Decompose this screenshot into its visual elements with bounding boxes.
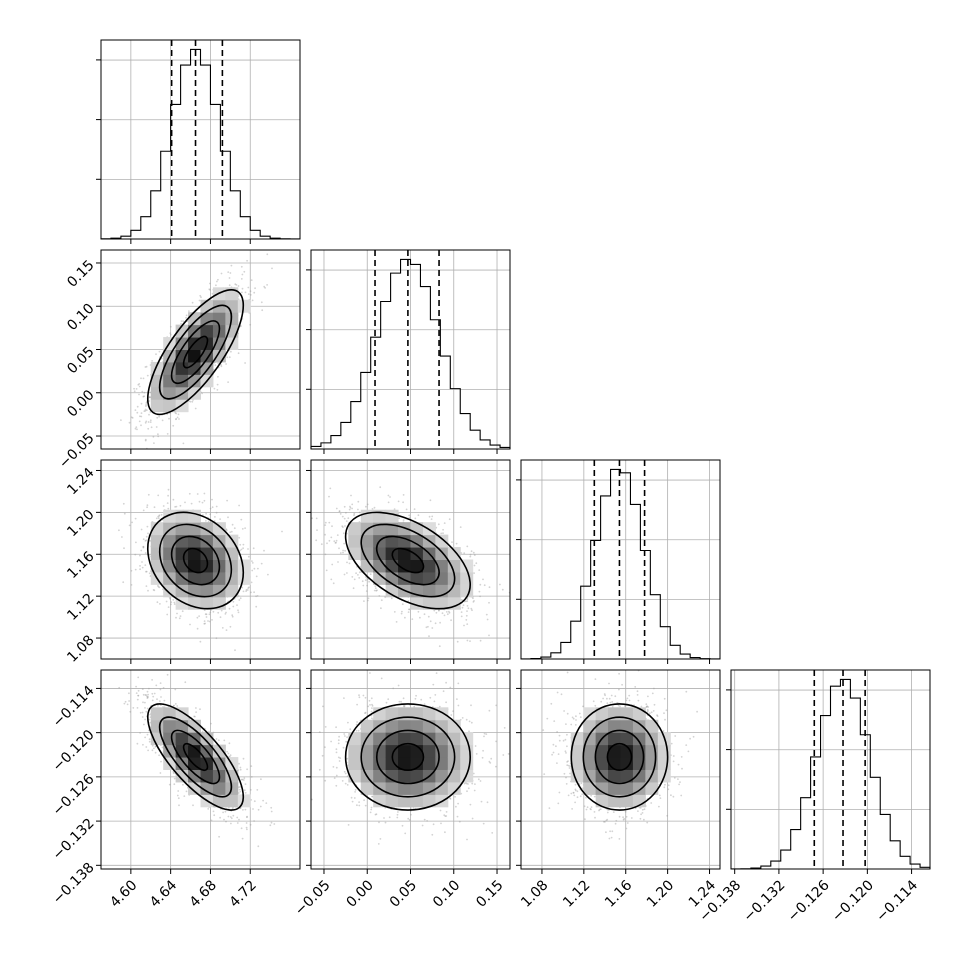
ytick-label-3-0: −0.138 bbox=[50, 860, 98, 908]
contour-3-1-2 bbox=[360, 716, 456, 798]
contour-3-2-3 bbox=[570, 703, 669, 811]
ytick-label-1-2: 0.05 bbox=[64, 344, 97, 377]
contour-3-0-0 bbox=[182, 742, 209, 772]
xtick-label-3-2: −0.126 bbox=[785, 877, 833, 925]
contour-2-1-0 bbox=[391, 547, 425, 574]
contour-3-0-3 bbox=[146, 703, 245, 811]
xtick-label-1-0: −0.05 bbox=[292, 877, 334, 919]
ytick-label-1-1: 0.00 bbox=[64, 387, 97, 420]
panel-1-0: −0.05 0.00 0.05 0.10 0.15 bbox=[56, 249, 301, 472]
contour-3-0-2 bbox=[158, 716, 233, 798]
ytick-label-2-1: 1.12 bbox=[64, 591, 97, 624]
panel-frame-3-2 bbox=[520, 669, 721, 870]
panel-frame-1-1 bbox=[310, 249, 511, 450]
panel-content-1-0 bbox=[101, 250, 300, 449]
xtick-label-2-3: 1.20 bbox=[644, 877, 677, 910]
ytick-label-1-0: −0.05 bbox=[56, 430, 98, 472]
xtick-label-0-1: 4.64 bbox=[147, 877, 180, 910]
xtick-label-3-3: −0.120 bbox=[829, 877, 877, 925]
contour-1-0-1 bbox=[170, 320, 221, 385]
xtick-label-2-2: 1.16 bbox=[602, 877, 635, 910]
ytick-label-2-0: 1.08 bbox=[64, 632, 97, 665]
panel-1-1 bbox=[306, 249, 511, 454]
panel-frame-3-0 bbox=[100, 669, 301, 870]
contour-3-2-2 bbox=[582, 716, 657, 798]
histogram-3 bbox=[730, 678, 931, 870]
contour-3-1-1 bbox=[375, 729, 440, 785]
xtick-label-0-2: 4.68 bbox=[187, 877, 220, 910]
panel-2-1 bbox=[306, 459, 511, 664]
contour-3-1-3 bbox=[344, 703, 472, 811]
panel-frame-2-0 bbox=[100, 459, 301, 660]
xtick-label-3-4: −0.114 bbox=[873, 877, 921, 925]
panel-frame-0-0 bbox=[100, 39, 301, 240]
contour-3-2-0 bbox=[606, 742, 633, 772]
xtick-label-1-3: 0.10 bbox=[430, 877, 463, 910]
contour-2-1-1 bbox=[375, 535, 440, 586]
panel-frame-2-1 bbox=[310, 459, 511, 660]
contour-2-0-2 bbox=[158, 523, 233, 598]
histogram-1 bbox=[310, 258, 511, 449]
xtick-label-2-0: 1.08 bbox=[518, 877, 551, 910]
panel-3-2: 1.08 1.12 1.16 1.20 1.24 bbox=[516, 669, 721, 911]
ytick-label-3-2: −0.126 bbox=[50, 771, 98, 819]
contour-3-2-1 bbox=[594, 729, 645, 785]
panel-frame-2-2 bbox=[520, 459, 721, 660]
xtick-label-1-2: 0.05 bbox=[387, 877, 420, 910]
contour-3-1-0 bbox=[391, 742, 425, 772]
xtick-label-1-4: 0.15 bbox=[473, 877, 506, 910]
xtick-label-2-1: 1.12 bbox=[560, 877, 593, 910]
density-3-0 bbox=[150, 707, 251, 808]
contour-2-1-3 bbox=[344, 511, 472, 610]
ytick-label-1-4: 0.15 bbox=[64, 257, 97, 290]
panel-content-2-0 bbox=[101, 460, 300, 659]
xtick-label-0-3: 4.72 bbox=[227, 877, 260, 910]
histogram-2 bbox=[520, 468, 721, 660]
panel-frame-3-1 bbox=[310, 669, 511, 870]
ytick-label-3-3: −0.120 bbox=[50, 727, 98, 775]
xtick-label-0-0: 4.60 bbox=[107, 877, 140, 910]
histogram-0 bbox=[100, 48, 301, 240]
contour-1-0-2 bbox=[158, 304, 233, 400]
panel-content-3-2 bbox=[521, 670, 720, 869]
contour-1-0-0 bbox=[182, 335, 209, 369]
panel-frame-3-3 bbox=[730, 669, 931, 870]
ytick-label-2-3: 1.20 bbox=[64, 507, 97, 540]
panel-2-2 bbox=[516, 459, 721, 664]
contour-2-1-2 bbox=[360, 523, 456, 598]
panel-frame-1-0 bbox=[100, 249, 301, 450]
ytick-label-3-4: −0.114 bbox=[50, 683, 98, 731]
ytick-label-1-3: 0.10 bbox=[64, 301, 97, 334]
panel-content-3-1 bbox=[311, 670, 510, 869]
panel-content-2-1 bbox=[311, 460, 510, 659]
panel-0-0 bbox=[96, 39, 301, 244]
contour-2-0-0 bbox=[182, 547, 209, 574]
contour-2-0-1 bbox=[170, 535, 221, 586]
contour-2-0-3 bbox=[146, 511, 245, 610]
panel-2-0: 1.081.121.161.201.24 bbox=[64, 459, 301, 666]
panel-3-3: −0.138−0.132−0.126−0.120−0.114 bbox=[696, 669, 931, 925]
panel-content-3-0 bbox=[101, 670, 300, 869]
xtick-label-1-1: 0.00 bbox=[343, 877, 376, 910]
ytick-label-2-2: 1.16 bbox=[64, 549, 97, 582]
xtick-label-3-1: −0.132 bbox=[741, 877, 789, 925]
contour-3-0-1 bbox=[170, 729, 221, 785]
panel-3-1: −0.05 0.00 0.05 0.10 0.15 bbox=[292, 669, 511, 919]
contour-1-0-3 bbox=[146, 288, 245, 416]
ytick-label-3-1: −0.132 bbox=[50, 815, 98, 863]
